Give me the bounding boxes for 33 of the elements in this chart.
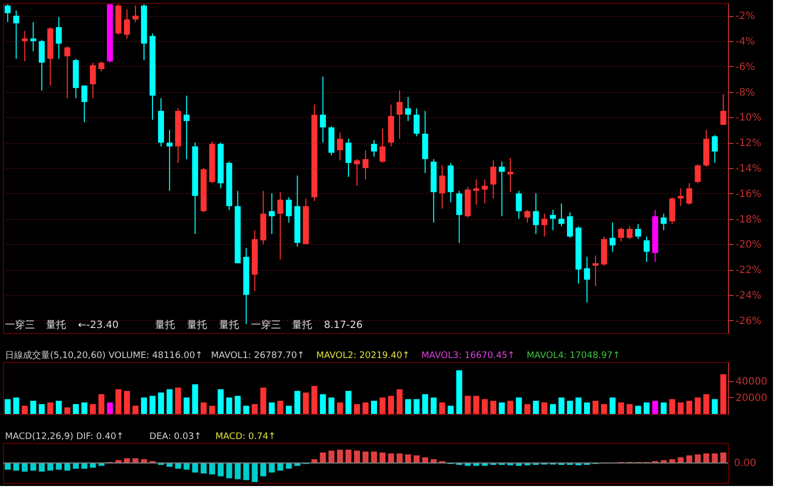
- y-tick-label: -14%: [736, 164, 762, 174]
- text: DEA: 0.03↑: [149, 432, 202, 442]
- annotation: 8.17-26: [324, 320, 363, 331]
- y-tick-label: -20%: [736, 240, 762, 251]
- text: MAVOL2: 20219.40↑: [316, 351, 410, 361]
- annotation: 量托: [219, 319, 239, 331]
- y-tick-label: -4%: [736, 36, 755, 48]
- y-tick-label: -16%: [736, 188, 762, 200]
- annotation: 量托: [46, 319, 66, 331]
- y-tick-label: -2%: [736, 11, 755, 22]
- text: MACD: 0.74↑: [215, 432, 276, 442]
- text: MACD(12,26,9) DIF: 0.40↑: [5, 432, 124, 442]
- y-tick-label: -8%: [736, 87, 755, 98]
- annotation: 量托: [187, 319, 207, 331]
- y-tick-label: -6%: [736, 62, 755, 73]
- annotation: 一穿三: [251, 319, 281, 331]
- y-tick-label: 40000: [736, 376, 768, 388]
- annotation: 量托: [292, 319, 312, 331]
- y-tick-label: 20000: [736, 392, 768, 404]
- text: 日線成交量(5,10,20,60) VOLUME: 48116.00↑: [5, 350, 203, 361]
- text: MAVOL4: 17048.97↑: [526, 351, 620, 361]
- y-tick-label: -24%: [736, 290, 762, 302]
- annotation: 一穿三: [5, 319, 35, 331]
- y-tick-label: -18%: [736, 214, 762, 226]
- annotation: ←-23.40: [78, 320, 119, 331]
- annotation: 量托: [155, 319, 175, 331]
- y-tick-label: -10%: [736, 112, 762, 124]
- text: MAVOL3: 16670.45↑: [421, 351, 515, 361]
- y-tick-label: -12%: [736, 138, 762, 150]
- y-tick-label: -22%: [736, 265, 762, 276]
- ref-line-label: 0.00: [734, 458, 756, 469]
- text: MAVOL1: 26787.70↑: [211, 351, 305, 361]
- y-tick-label: -26%: [736, 316, 762, 327]
